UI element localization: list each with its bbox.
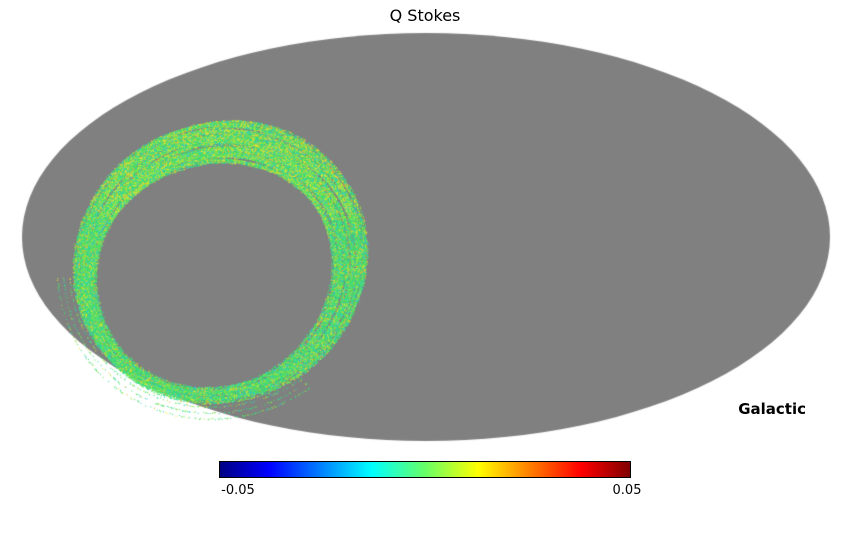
colorbar-min-label: -0.05 (221, 483, 255, 498)
colorbar (219, 461, 631, 478)
colorbar-max-label: 0.05 (612, 483, 642, 498)
figure-title: Q Stokes (389, 6, 461, 25)
coordinate-frame-label: Galactic (738, 400, 806, 418)
